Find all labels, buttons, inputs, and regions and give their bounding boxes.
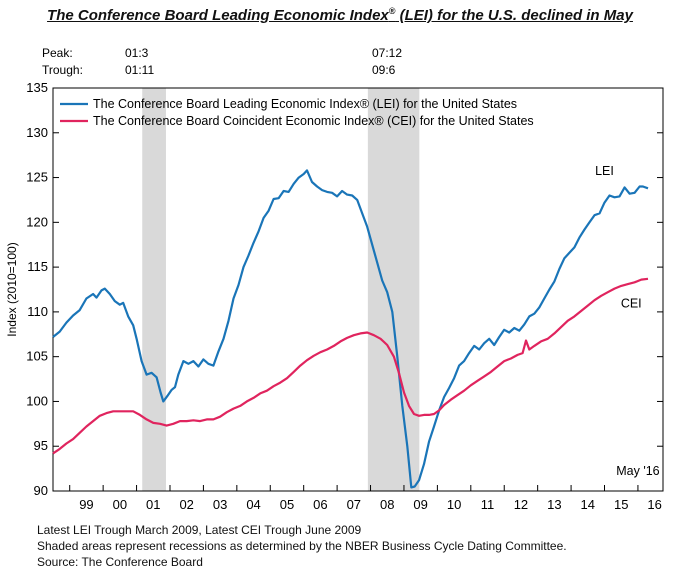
trough-date-2: 09:6 [372, 63, 396, 77]
legend-entry-lei: The Conference Board Leading Economic In… [93, 97, 517, 111]
x-tick-label: 00 [113, 497, 127, 512]
title-reg-mark: ® [388, 6, 396, 16]
peak-label: Peak: [42, 46, 73, 60]
y-tick-label: 110 [27, 304, 48, 319]
x-tick-label: 12 [514, 497, 528, 512]
y-tick-label: 90 [34, 483, 48, 498]
annotation: LEI [595, 164, 614, 178]
chart-title: The Conference Board Leading Economic In… [0, 6, 680, 24]
legend: The Conference Board Leading Economic In… [60, 97, 534, 128]
series-lines [52, 169, 649, 489]
series-line-lei [52, 169, 649, 489]
y-axis-label: Index (2010=100) [5, 242, 19, 336]
plot-frame [52, 87, 664, 492]
recession-band-2 [367, 88, 420, 491]
y-tick-label: 100 [26, 393, 48, 408]
y-axis: 90 95 100 105 110 115 120 125 130 135 [26, 80, 663, 498]
y-tick-label: 125 [26, 170, 48, 185]
recession-bands [142, 88, 420, 491]
annotation: CEI [621, 296, 642, 310]
peak-date-1: 01:3 [125, 46, 149, 60]
x-tick-label: 09 [413, 497, 427, 512]
trough-label: Trough: [42, 63, 83, 77]
y-tick-label: 115 [27, 259, 48, 274]
x-tick-label: 01 [146, 497, 160, 512]
x-tick-label: 05 [280, 497, 294, 512]
title-main: The Conference Board Leading Economic In… [47, 7, 389, 24]
title-rest: (LEI) for the U.S. declined in May [395, 7, 633, 24]
x-axis: 99 00 01 02 03 04 05 06 07 08 09 10 11 12 13 14 15 16 [69, 485, 662, 512]
series-line-cei [52, 277, 649, 455]
x-tick-label: 06 [313, 497, 327, 512]
footnote-1: Latest LEI Trough March 2009, Latest CEI… [37, 523, 362, 537]
recession-band-1 [142, 88, 166, 491]
x-tick-label: 07 [347, 497, 361, 512]
legend-entry-cei: The Conference Board Coincident Economic… [93, 114, 534, 128]
peak-date-2: 07:12 [372, 46, 402, 60]
x-tick-label: 99 [79, 497, 93, 512]
x-tick-label: 11 [481, 497, 495, 512]
x-tick-label: 04 [246, 497, 260, 512]
footnote-3: Source: The Conference Board [37, 555, 203, 569]
x-tick-label: 15 [614, 497, 628, 512]
x-tick-label: 14 [581, 497, 595, 512]
peak-trough-dates: Peak: Trough: 01:3 01:11 07:12 09:6 [42, 46, 402, 77]
x-tick-label: 10 [447, 497, 461, 512]
y-tick-label: 130 [26, 125, 48, 140]
footnote-2: Shaded areas represent recessions as det… [37, 539, 567, 553]
x-tick-label: 16 [647, 497, 661, 512]
y-tick-label: 105 [26, 349, 48, 364]
x-tick-label: 13 [547, 497, 561, 512]
annotation: May '16 [616, 464, 659, 478]
y-tick-label: 95 [34, 438, 48, 453]
x-tick-label: 08 [380, 497, 394, 512]
y-tick-label: 120 [26, 214, 48, 229]
x-tick-label: 03 [213, 497, 227, 512]
y-tick-label: 135 [26, 80, 48, 95]
x-tick-label: 02 [179, 497, 193, 512]
annotations: LEI CEI May '16 [595, 164, 660, 478]
trough-date-1: 01:11 [125, 63, 154, 77]
